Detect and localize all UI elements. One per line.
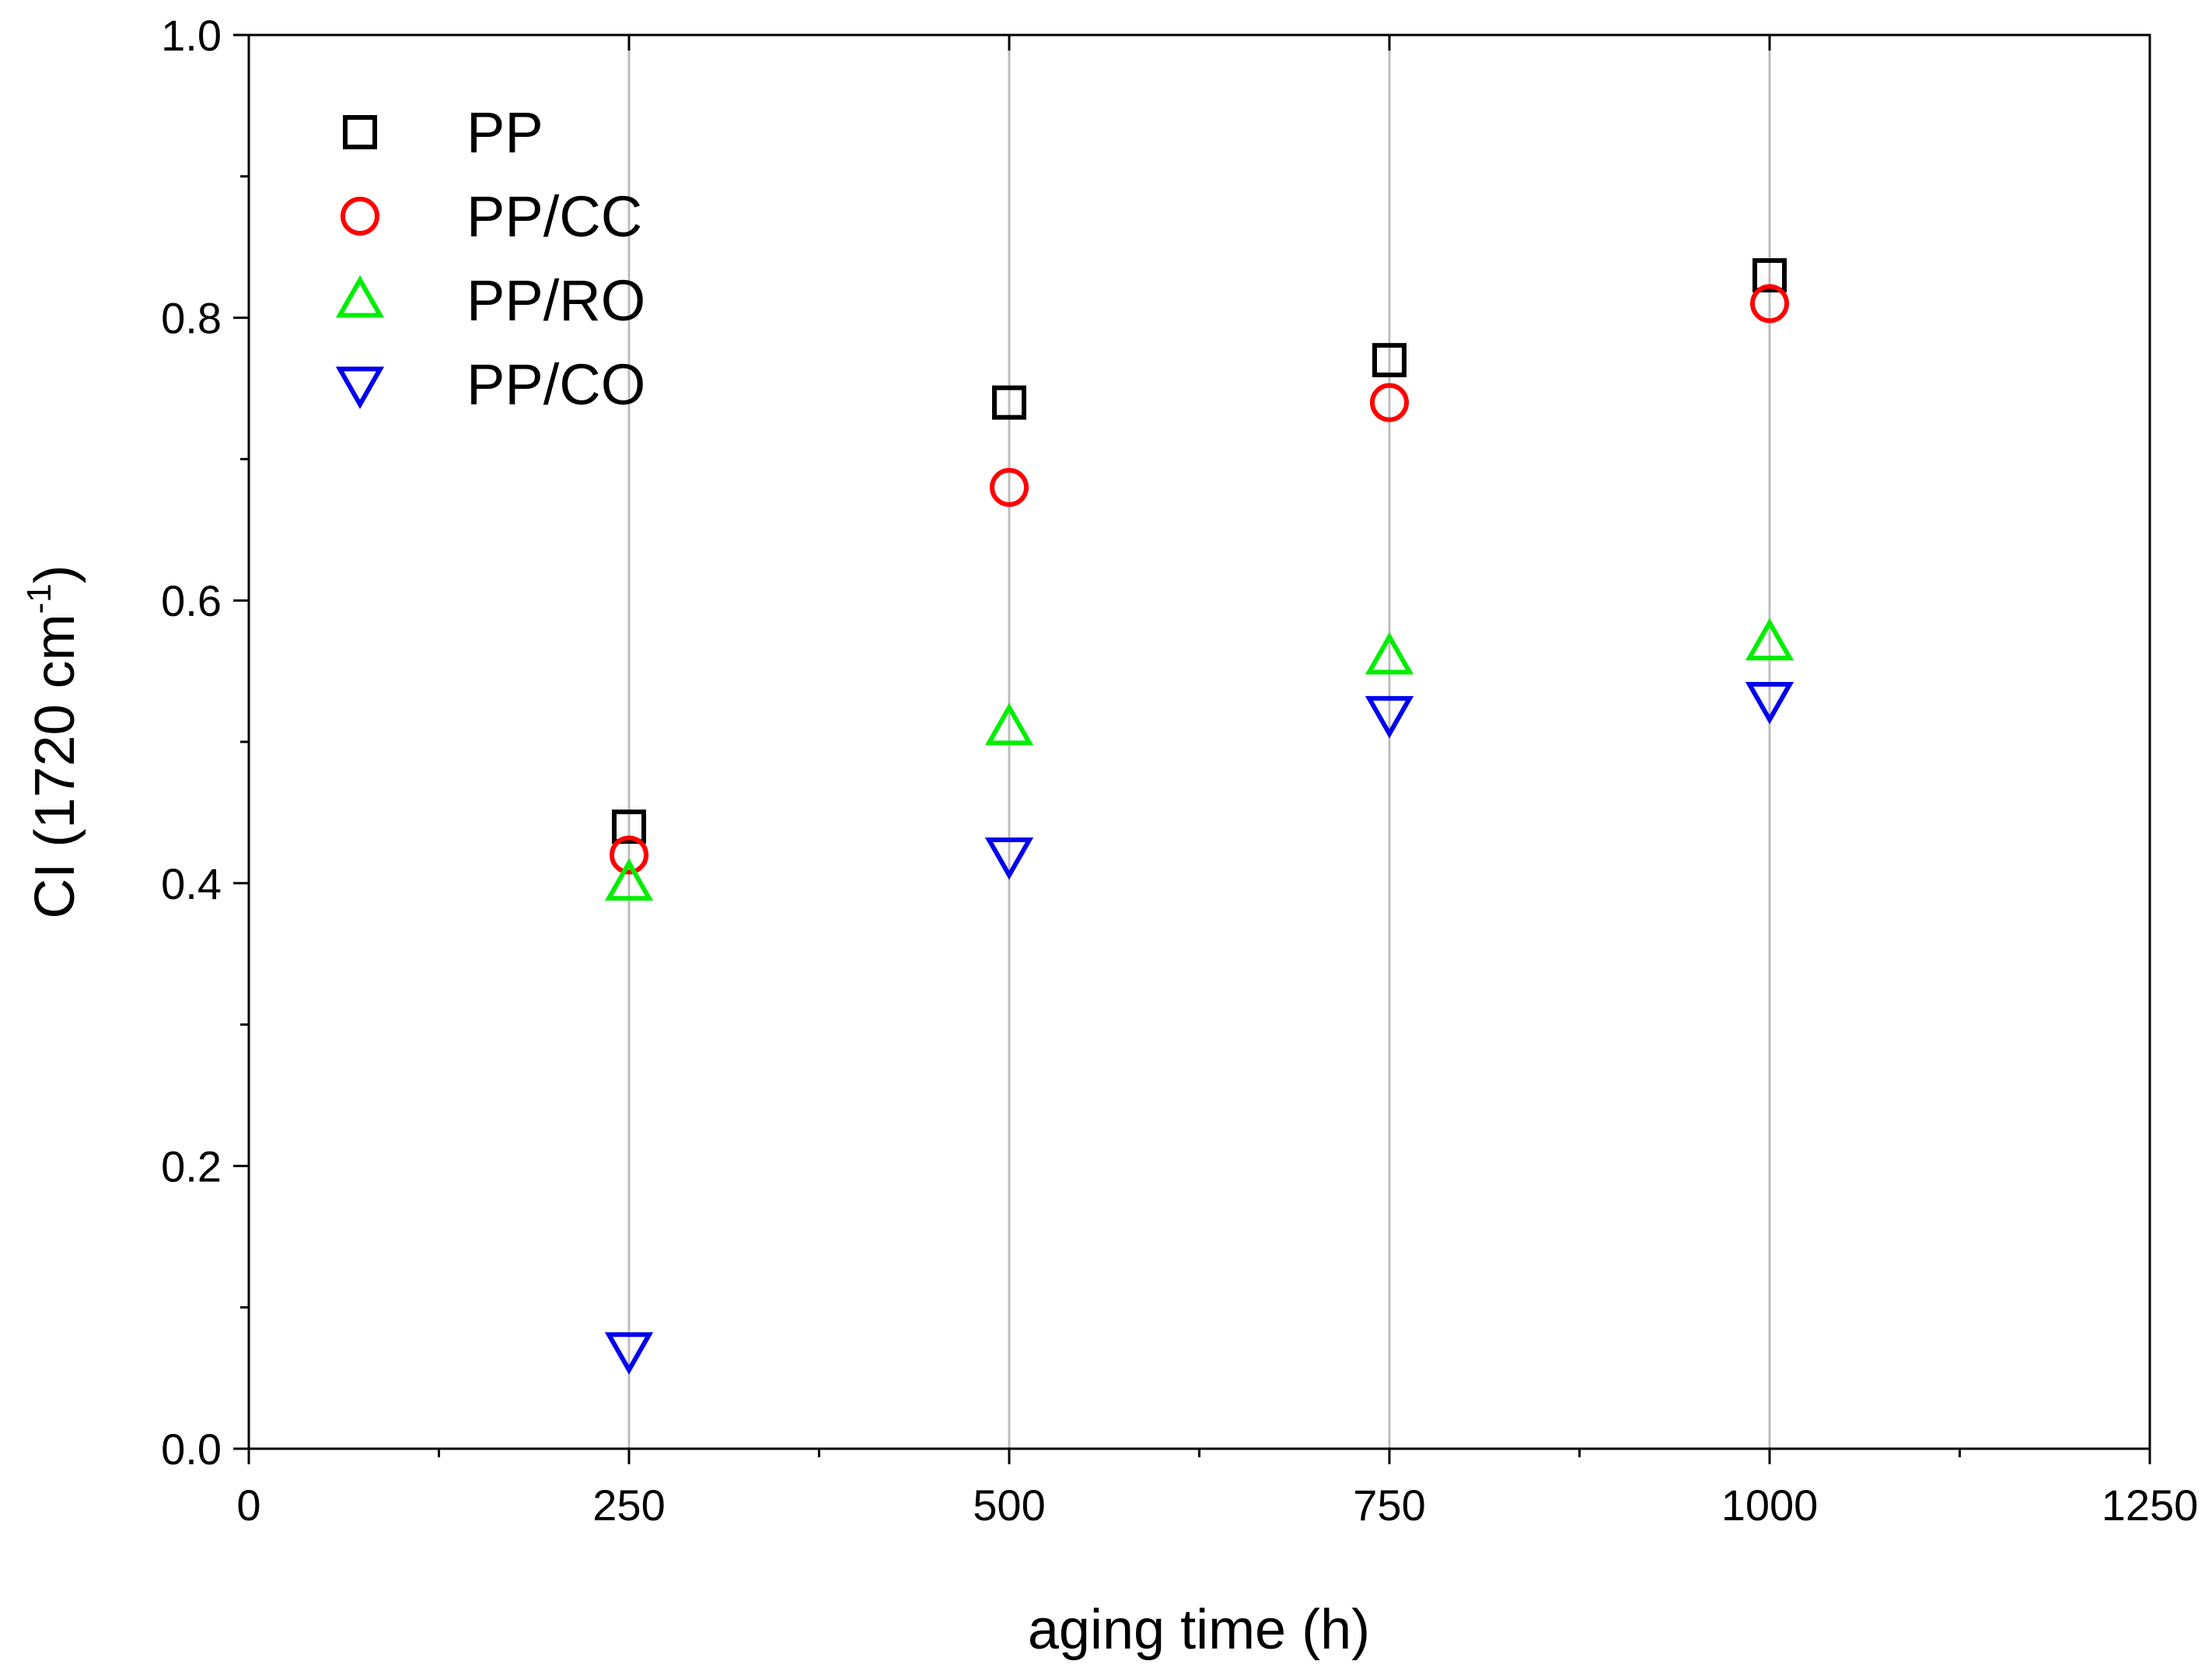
point-pp-cc <box>610 835 648 875</box>
point-pp <box>612 810 646 844</box>
legend-label-pp-ro: PP/RO <box>467 268 645 333</box>
point-pp <box>1752 258 1787 293</box>
point-pp-co <box>984 837 1034 880</box>
point-pp-co <box>604 1332 654 1375</box>
axis-ticks <box>233 33 2151 1464</box>
point-pp <box>992 385 1026 420</box>
y-tick-label: 0.2 <box>161 1142 222 1191</box>
legend-label-pp-co: PP/CO <box>467 352 645 417</box>
point-pp-ro <box>604 858 654 901</box>
legend-label-pp-cc: PP/CC <box>467 184 642 249</box>
y-tick-label: 1.0 <box>161 11 222 60</box>
y-tick-label: 0.8 <box>161 294 222 343</box>
y-tick-label: 0.4 <box>161 859 222 908</box>
y-axis-title: CI (1720 cm-1) <box>20 565 86 918</box>
x-tick-label: 500 <box>973 1481 1045 1530</box>
point-pp <box>1372 343 1407 378</box>
y-axis-title-main: CI (1720 cm <box>24 614 86 918</box>
legend-marker-pp-cc <box>341 197 379 236</box>
point-pp-ro <box>1745 617 1794 661</box>
legend-marker-pp-co <box>335 366 385 410</box>
legend-marker-pp-ro <box>335 275 385 318</box>
point-pp-cc <box>1750 284 1789 323</box>
point-pp-co <box>1365 696 1414 739</box>
y-axis-title-suffix: ) <box>24 565 86 583</box>
legend-label-pp: PP <box>467 100 543 165</box>
y-tick-label: 0.6 <box>161 576 222 625</box>
tick-labels: 0 250 500 750 1000 1250 0.0 0.2 0.4 0.6 0.8 1.0 <box>161 11 2198 1530</box>
point-pp-cc <box>990 467 1029 507</box>
x-tick-label: 0 <box>236 1481 260 1530</box>
x-axis-title: aging time (h) <box>1028 1599 1370 1661</box>
legend: PP PP/CC PP/RO PP/CO <box>335 100 645 417</box>
legend-marker-pp <box>343 115 377 149</box>
x-tick-label: 750 <box>1353 1481 1425 1530</box>
point-pp-ro <box>984 702 1034 746</box>
data-markers <box>604 258 1794 1375</box>
point-pp-co <box>1745 681 1794 725</box>
point-pp-ro <box>1365 631 1414 675</box>
x-tick-label: 1250 <box>2102 1481 2199 1530</box>
y-axis-title-superscript: -1 <box>20 583 58 614</box>
y-tick-label: 0.0 <box>161 1425 222 1474</box>
point-pp-cc <box>1370 383 1409 422</box>
x-tick-label: 1000 <box>1721 1481 1819 1530</box>
grid-lines <box>627 35 1771 1449</box>
x-tick-label: 250 <box>592 1481 665 1530</box>
